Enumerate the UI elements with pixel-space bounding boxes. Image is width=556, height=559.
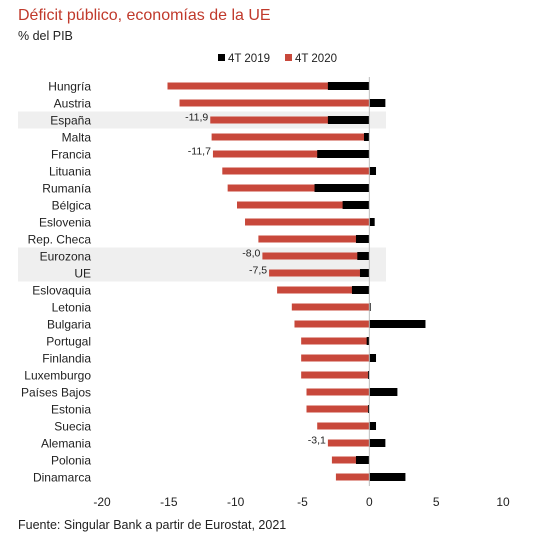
bar-2020-hungria [167,82,370,90]
bar-2019-espana [327,116,370,124]
x-tick-label: 0 [366,495,373,509]
highlight-band-ue [18,264,386,282]
bar-2020-polonia [331,456,370,464]
category-label-rumania: Rumanía [42,181,91,195]
bar-2019-malta [363,133,370,141]
x-tick-label: -20 [93,495,111,509]
bar-2019-eslovaquia [351,286,370,294]
bar-2019-finlandia [369,354,377,362]
data-label-francia: -11,7 [188,146,211,158]
bar-2019-dinamarca [369,473,406,481]
bar-2019-rumania [314,184,370,192]
category-label-alemania: Alemania [41,436,91,450]
chart-subtitle: % del PIB [18,29,73,43]
category-label-dinamarca: Dinamarca [33,470,91,484]
bar-2020-luxemburgo [301,371,370,379]
legend-swatch-4t-2019 [218,54,225,61]
bar-2020-finlandia [301,354,370,362]
category-label-hungria: Hungría [48,79,91,93]
category-label-malta: Malta [62,130,92,144]
data-label-espana: -11,9 [185,112,208,124]
x-tick-label: -10 [227,495,245,509]
bar-2020-eslovenia [245,218,370,226]
category-label-ue: UE [74,266,91,280]
data-label-eurozona: -8,0 [242,248,260,260]
bar-2019-letonia [369,303,371,311]
bar-2019-eurozona [357,252,370,260]
bar-2019-ue [359,269,370,277]
bar-2020-rep-checa [258,235,370,243]
bar-2019-hungria [327,82,370,90]
bar-2020-austria [179,99,370,107]
category-label-suecia: Suecia [54,419,91,433]
bar-2020-letonia [291,303,370,311]
bar-2019-alemania [369,439,386,447]
legend-label-4t-2020: 4T 2020 [295,53,337,65]
bar-2019-eslovenia [369,218,375,226]
bar-2020-portugal [301,337,370,345]
bar-2020-lituania [222,167,370,175]
bar-2019-estonia [367,405,370,413]
bar-2020-malta [211,133,370,141]
category-label-paises-bajos: Países Bajos [21,385,91,399]
category-label-francia: Francia [51,147,91,161]
bar-2020-eurozona [262,252,370,260]
x-tick-label: 10 [496,495,510,509]
category-label-eslovaquia: Eslovaquia [32,283,91,297]
category-label-austria: Austria [54,96,92,110]
bar-2019-paises-bajos [369,388,398,396]
bar-2020-rumania [227,184,370,192]
category-label-letonia: Letonia [52,300,92,314]
bar-2020-alemania [327,439,370,447]
bar-2019-belgica [342,201,370,209]
bar-2020-ue [269,269,370,277]
x-tick-label: -5 [297,495,308,509]
category-label-finlandia: Finlandia [42,351,91,365]
bar-2019-portugal [366,337,370,345]
category-label-polonia: Polonia [51,453,91,467]
bar-2020-suecia [317,422,370,430]
data-label-alemania: -3,1 [308,435,326,447]
bar-2019-bulgaria [369,320,426,328]
bar-2020-bulgaria [294,320,370,328]
legend-swatch-4t-2020 [285,54,292,61]
bar-2019-lituania [369,167,377,175]
bar-2020-estonia [306,405,370,413]
category-label-portugal: Portugal [46,334,91,348]
bar-2019-luxemburgo [367,371,370,379]
category-label-bulgaria: Bulgaria [47,317,91,331]
bar-2020-paises-bajos [306,388,370,396]
category-label-belgica: Bélgica [52,198,92,212]
category-label-lituania: Lituania [49,164,91,178]
bar-2019-suecia [369,422,377,430]
category-label-estonia: Estonia [51,402,91,416]
highlight-band-eurozona [18,247,386,265]
bar-2020-eslovaquia [277,286,370,294]
bar-2020-belgica [237,201,370,209]
category-label-rep-checa: Rep. Checa [28,232,92,246]
category-label-luxemburgo: Luxemburgo [24,368,91,382]
category-label-eslovenia: Eslovenia [39,215,91,229]
x-tick-label: 5 [433,495,440,509]
bar-2020-espana [210,116,370,124]
data-label-ue: -7,5 [249,265,267,277]
bar-2019-polonia [355,456,370,464]
chart-source: Fuente: Singular Bank a partir de Eurost… [18,518,287,532]
bar-2019-francia [317,150,370,158]
legend-label-4t-2019: 4T 2019 [228,53,270,65]
highlight-band-espana [18,111,386,129]
x-tick-label: -15 [160,495,178,509]
bar-2019-rep-checa [355,235,370,243]
bar-2020-dinamarca [335,473,370,481]
bar-2020-francia [212,150,370,158]
category-label-eurozona: Eurozona [40,249,92,263]
category-label-espana: España [50,113,91,127]
chart-title: Déficit público, economías de la UE [18,7,271,24]
bar-2019-austria [369,99,386,107]
